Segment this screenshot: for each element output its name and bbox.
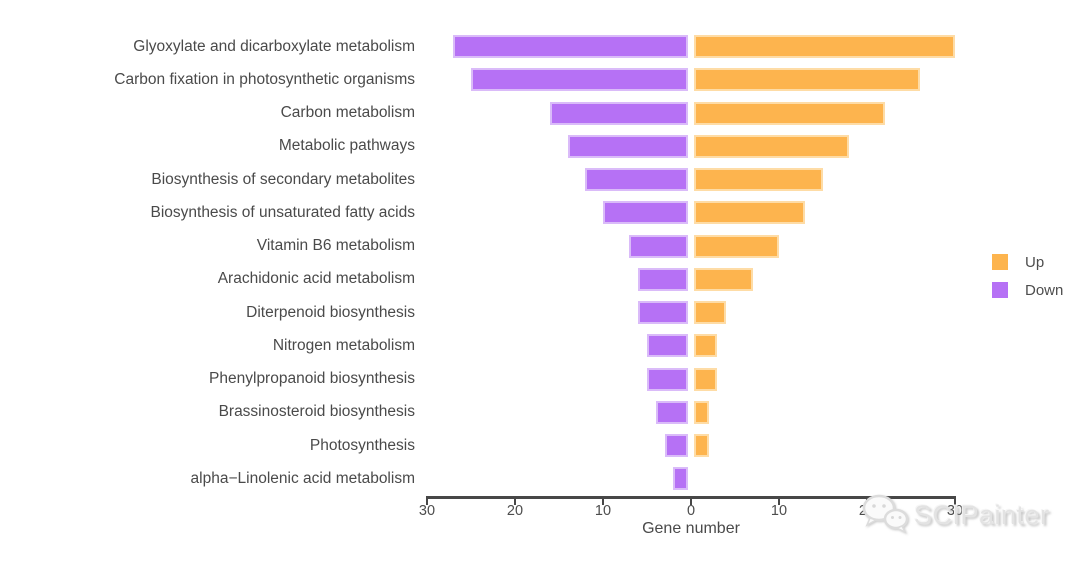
x-axis-tick-label: 20 — [506, 503, 524, 519]
x-axis-tick — [778, 496, 780, 505]
up-bar — [694, 301, 727, 325]
up-bar — [694, 334, 718, 358]
up-bar — [694, 267, 753, 291]
up-bar — [694, 168, 823, 192]
category-label: Metabolic pathways — [278, 137, 415, 155]
down-bar — [655, 400, 688, 424]
down-bar — [647, 334, 688, 358]
x-axis-tick-label: 30 — [946, 503, 964, 519]
x-axis-tick-label: 0 — [686, 503, 696, 519]
legend: Up Down — [992, 254, 1063, 310]
category-label: Phenylpropanoid biosynthesis — [209, 370, 415, 388]
down-bar — [638, 267, 688, 291]
x-axis-tick-label: 30 — [418, 503, 436, 519]
category-label: Carbon metabolism — [280, 104, 415, 122]
x-axis-tick — [514, 496, 516, 505]
up-bar — [694, 400, 709, 424]
up-bar — [694, 234, 779, 258]
category-label: Biosynthesis of secondary metabolites — [151, 170, 415, 188]
category-label: Carbon fixation in photosynthetic organi… — [114, 70, 415, 88]
down-bar — [567, 134, 688, 158]
category-label: Biosynthesis of unsaturated fatty acids — [150, 203, 415, 221]
legend-up-label: Up — [1025, 253, 1045, 271]
legend-entry-down: Down — [992, 281, 1064, 299]
down-bar — [629, 234, 688, 258]
legend-entry-up: Up — [992, 253, 1063, 271]
up-bar — [694, 68, 920, 92]
wechat-chat-bubbles-icon — [860, 492, 910, 539]
category-label: Nitrogen metabolism — [272, 336, 415, 354]
x-axis-tick — [602, 496, 604, 505]
up-bar — [694, 35, 955, 59]
x-axis-tick-label: 10 — [594, 503, 612, 519]
up-bar — [694, 134, 850, 158]
down-bar — [453, 35, 688, 59]
category-label: Arachidonic acid metabolism — [217, 270, 415, 288]
legend-up-swatch — [992, 254, 1008, 270]
down-bar — [471, 68, 688, 92]
legend-down-label: Down — [1025, 281, 1064, 299]
category-label: Photosynthesis — [309, 436, 415, 454]
down-bar — [664, 434, 688, 458]
down-bar — [673, 467, 688, 491]
down-bar — [638, 301, 688, 325]
x-axis-tick-label: 10 — [770, 503, 788, 519]
down-bar — [603, 201, 688, 225]
watermark-text: SCIPainter — [914, 500, 1050, 530]
up-bar — [694, 367, 718, 391]
category-label: Diterpenoid biosynthesis — [246, 303, 415, 321]
up-bar — [694, 101, 885, 125]
down-bar — [585, 168, 688, 192]
category-label: Brassinosteroid biosynthesis — [218, 403, 415, 421]
category-label: alpha−Linolenic acid metabolism — [190, 469, 415, 487]
x-axis-tick — [426, 496, 428, 505]
up-bar — [694, 434, 709, 458]
legend-down-swatch — [992, 282, 1008, 298]
category-label: Glyoxylate and dicarboxylate metabolism — [133, 37, 415, 55]
category-label: Vitamin B6 metabolism — [256, 237, 415, 255]
x-axis-title: Gene number — [642, 520, 740, 537]
x-axis-tick — [690, 496, 692, 505]
watermark: SCIPainter — [860, 492, 1050, 539]
up-bar — [694, 201, 806, 225]
down-bar — [647, 367, 688, 391]
x-axis-tick — [954, 496, 956, 505]
down-bar — [550, 101, 688, 125]
